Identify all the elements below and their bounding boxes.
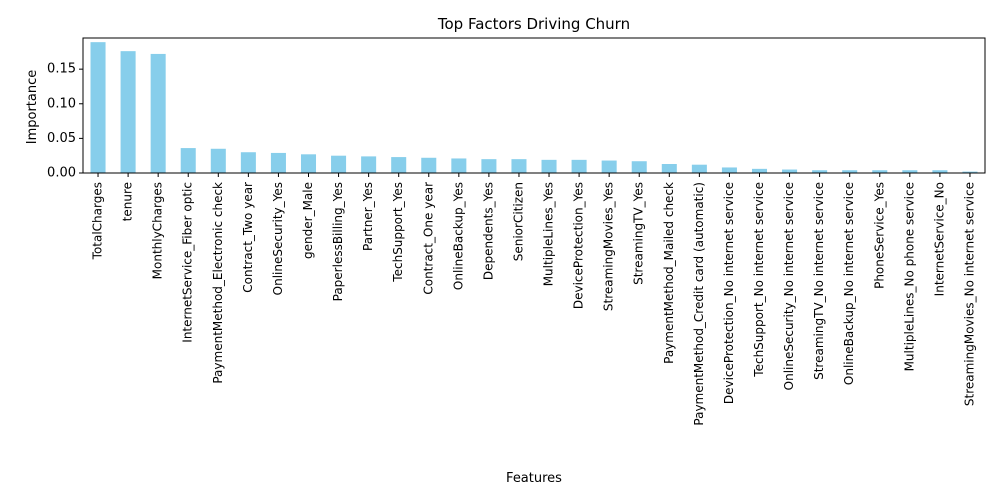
bar-3 bbox=[180, 148, 196, 173]
bar-28 bbox=[932, 170, 948, 173]
x-tick-label: DeviceProtection_No internet service bbox=[722, 182, 736, 404]
x-tick-label: Contract_Two year bbox=[241, 182, 255, 293]
bar-25 bbox=[842, 170, 858, 173]
bar-4 bbox=[210, 148, 226, 173]
y-tick-label: 0.05 bbox=[47, 131, 76, 146]
bar-16 bbox=[571, 159, 587, 173]
bar-21 bbox=[721, 167, 737, 173]
x-tick-label: SeniorCitizen bbox=[511, 182, 525, 261]
bar-24 bbox=[812, 170, 828, 173]
x-axis-ticks: TotalCharges tenure MonthlyCharges Internet… bbox=[91, 173, 976, 426]
x-tick-label: DeviceProtection_Yes bbox=[572, 182, 586, 309]
x-tick-label: Dependents_Yes bbox=[481, 182, 495, 280]
x-tick-label: gender_Male bbox=[301, 182, 315, 259]
bar-26 bbox=[872, 170, 888, 173]
x-tick-label: PaperlessBilling_Yes bbox=[331, 182, 345, 301]
x-tick-label: OnlineSecurity_Yes bbox=[271, 182, 285, 295]
x-tick-label: StreamingTV_Yes bbox=[632, 182, 646, 285]
x-tick-label: PhoneService_Yes bbox=[872, 182, 886, 289]
bar-14 bbox=[511, 159, 527, 173]
bar-1 bbox=[120, 51, 136, 173]
x-tick-label: TotalCharges bbox=[91, 182, 105, 260]
plot-frame bbox=[82, 37, 986, 174]
x-tick-label: StreamingMovies_No internet service bbox=[962, 182, 976, 406]
bar-7 bbox=[300, 154, 317, 173]
bar-17 bbox=[601, 160, 617, 173]
bar-5 bbox=[240, 152, 256, 173]
bar-11 bbox=[421, 157, 437, 173]
x-tick-label: tenure bbox=[121, 182, 135, 221]
bar-19 bbox=[661, 164, 677, 173]
y-tick-label: 0.15 bbox=[47, 62, 76, 77]
bar-20 bbox=[691, 164, 707, 173]
bar-6 bbox=[270, 152, 286, 173]
x-tick-label: InternetService_No bbox=[932, 182, 946, 296]
bar-18 bbox=[631, 161, 647, 173]
x-tick-label: PaymentMethod_Credit card (automatic) bbox=[692, 182, 706, 426]
bar-2 bbox=[150, 53, 166, 173]
bar-15 bbox=[541, 159, 557, 173]
bar-13 bbox=[481, 159, 497, 173]
x-tick-label: Contract_One year bbox=[421, 182, 435, 295]
bar-22 bbox=[751, 168, 768, 173]
x-tick-label: StreamingTV_No internet service bbox=[812, 182, 826, 380]
y-axis-label: Importance bbox=[25, 70, 40, 145]
y-axis-ticks: 0.00 0.05 0.10 0.15 bbox=[47, 62, 83, 181]
x-axis-label: Features bbox=[506, 471, 562, 486]
x-tick-label: MultipleLines_Yes bbox=[542, 182, 556, 286]
x-tick-label: OnlineSecurity_No internet service bbox=[782, 182, 796, 390]
bar-29 bbox=[962, 171, 978, 173]
bar-8 bbox=[331, 155, 347, 173]
x-tick-label: OnlineBackup_No internet service bbox=[842, 182, 856, 385]
bar-0 bbox=[90, 42, 106, 174]
x-tick-label: TechSupport_No internet service bbox=[752, 182, 766, 378]
y-tick-label: 0.10 bbox=[47, 96, 76, 111]
x-tick-label: PaymentMethod_Electronic check bbox=[211, 182, 225, 384]
bar-9 bbox=[361, 156, 377, 173]
bar-10 bbox=[391, 157, 407, 173]
x-tick-label: TechSupport_Yes bbox=[391, 182, 405, 283]
x-tick-label: PaymentMethod_Mailed check bbox=[662, 182, 676, 364]
chart-title: Top Factors Driving Churn bbox=[437, 15, 630, 33]
x-tick-label: OnlineBackup_Yes bbox=[451, 182, 465, 290]
bar-12 bbox=[451, 158, 467, 173]
bar-27 bbox=[902, 170, 918, 173]
x-tick-label: InternetService_Fiber optic bbox=[181, 182, 195, 343]
x-tick-label: MultipleLines_No phone service bbox=[902, 182, 916, 371]
bar-23 bbox=[782, 169, 798, 173]
y-tick-label: 0.00 bbox=[47, 166, 76, 181]
x-tick-label: Partner_Yes bbox=[361, 182, 375, 251]
x-tick-label: StreamingMovies_Yes bbox=[602, 182, 616, 311]
x-tick-label: MonthlyCharges bbox=[151, 182, 165, 279]
bars-layer bbox=[90, 42, 978, 174]
